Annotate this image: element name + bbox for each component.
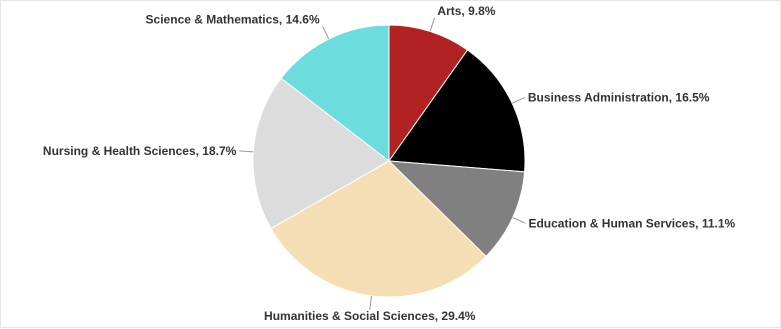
- data-label-education-human-services: Education & Human Services, 11.1%: [528, 216, 735, 230]
- data-label-arts: Arts, 9.8%: [437, 4, 495, 18]
- data-labels: Arts, 9.8% Business Administration, 16.5%…: [43, 4, 736, 323]
- label-connector: [429, 17, 435, 32]
- pie-slice-arts: [388, 24, 469, 163]
- pie-slice-business-administration: [388, 49, 526, 173]
- data-label-science-mathematics: Science & Mathematics, 14.6%: [146, 12, 320, 26]
- pie-slice-science-mathematics: [280, 24, 390, 163]
- label-connector: [512, 217, 526, 224]
- pie-slice-nursing-health-sciences: [252, 77, 390, 230]
- label-connectors: [239, 17, 526, 310]
- label-connector: [239, 150, 254, 153]
- label-connector: [322, 26, 330, 40]
- pie-slices: [252, 24, 526, 298]
- label-connector: [369, 295, 373, 310]
- label-connector: [511, 96, 526, 104]
- data-label-business-administration: Business Administration, 16.5%: [528, 90, 710, 104]
- data-label-humanities-social-sciences: Humanities & Social Sciences, 29.4%: [264, 309, 476, 323]
- data-label-nursing-health-sciences: Nursing & Health Sciences, 18.7%: [43, 144, 237, 158]
